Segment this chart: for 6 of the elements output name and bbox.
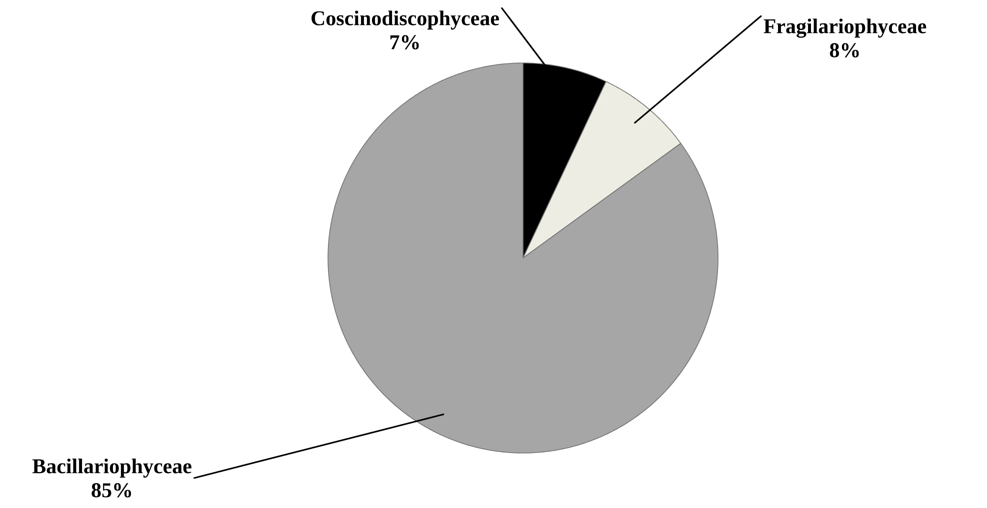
slice-label: Coscinodiscophyceae [312, 10, 499, 30]
data-label: 7% [390, 35, 419, 50]
slice-label: Bacillariophyceae [32, 458, 192, 478]
data-label: 8% [830, 43, 859, 58]
slice-label: Fragilariophyceae [764, 18, 926, 38]
data-label: 85% [92, 483, 132, 498]
